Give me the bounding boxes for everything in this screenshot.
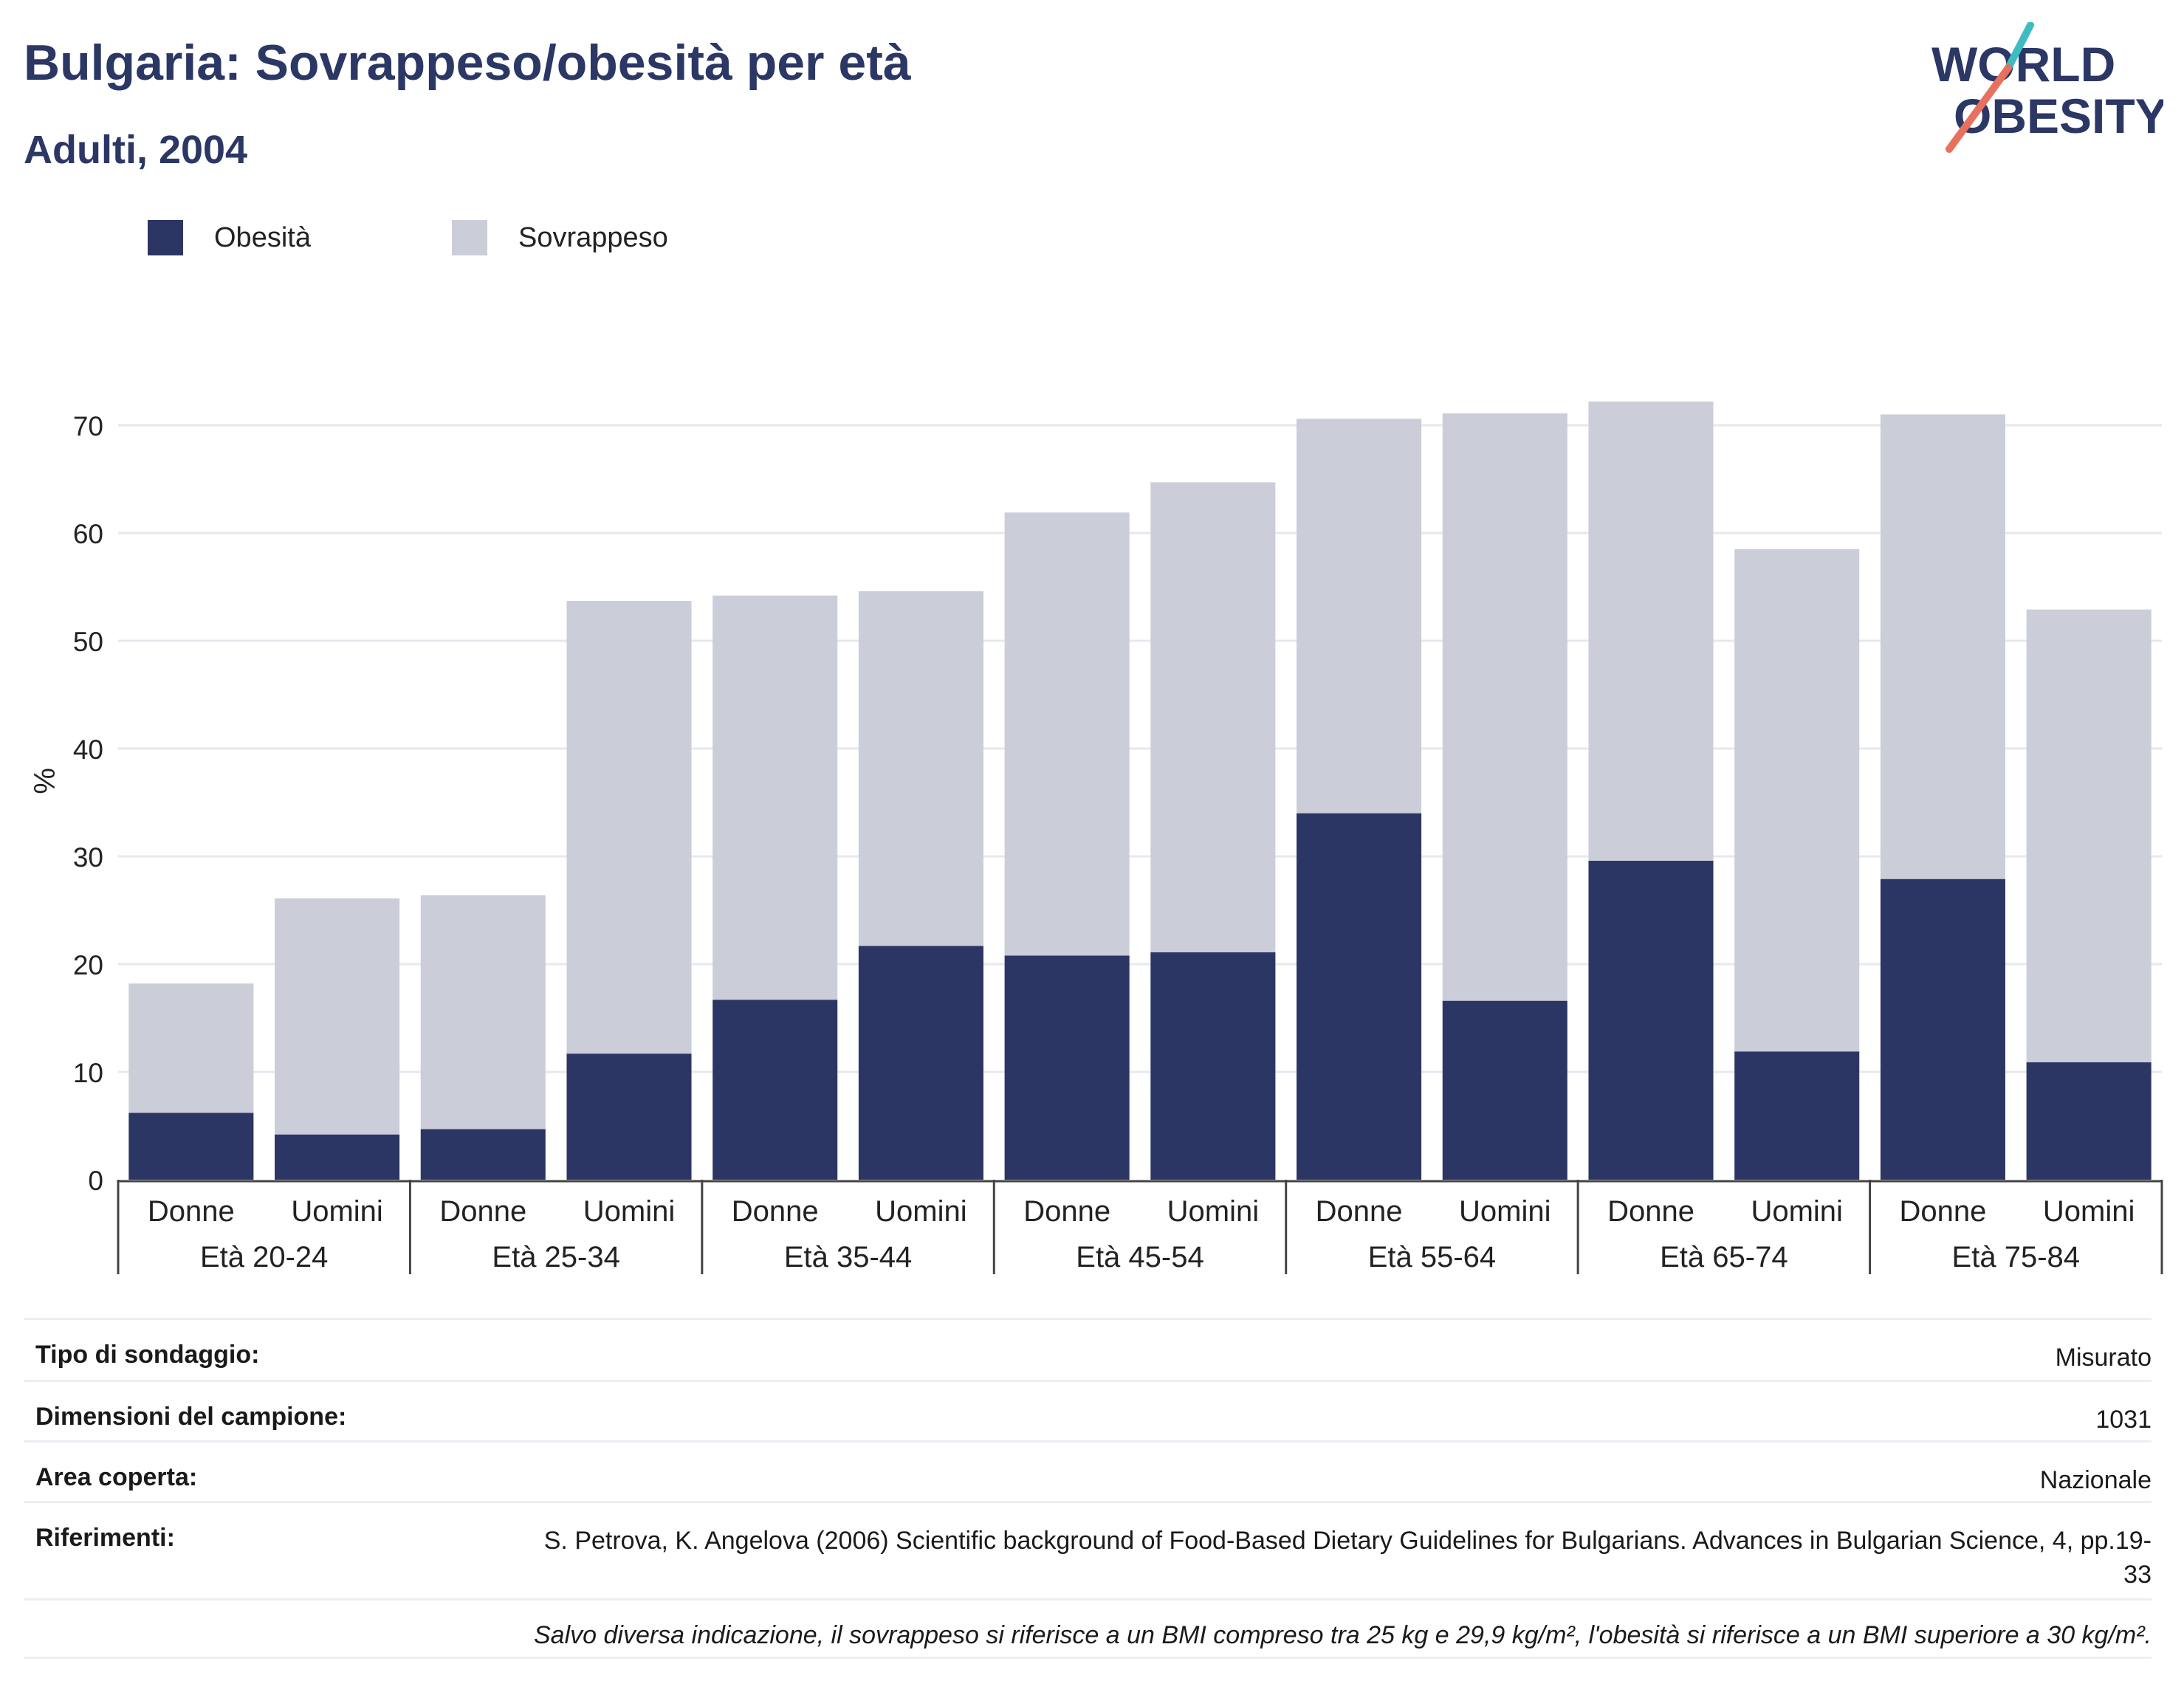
x-group-label: Età 55-64 [1368, 1241, 1496, 1273]
info-row-area: Area coperta: Nazionale [24, 1440, 2152, 1501]
info-value: Misurato [2055, 1344, 2152, 1372]
world-obesity-logo: WORLD OBESITY [1931, 22, 2163, 153]
bar-obesity [1588, 860, 1714, 1180]
info-key: Riferimenti: [35, 1524, 175, 1552]
x-tick-sex-label: Donne [732, 1195, 819, 1228]
bar-overweight [1442, 413, 1567, 1001]
chart-title: Bulgaria: Sovrappeso/obesità per età [24, 35, 911, 91]
bar-obesity [128, 1113, 254, 1180]
x-tick-sex-label: Donne [1607, 1195, 1694, 1228]
info-table: Tipo di sondaggio: Misurato Dimensioni d… [24, 1318, 2152, 1659]
logo-coral-slash [1946, 64, 2012, 153]
info-row-survey-type: Tipo di sondaggio: Misurato [24, 1318, 2152, 1380]
info-row-references: Riferimenti: S. Petrova, K. Angelova (20… [24, 1501, 2152, 1598]
x-tick-sex-label: Donne [148, 1195, 235, 1228]
legend-item-obesity: Obesità [148, 220, 311, 255]
x-tick-sex-label: Uomini [1751, 1195, 1842, 1228]
y-tick-label: 60 [73, 519, 103, 549]
bar-obesity [1442, 1000, 1567, 1180]
info-key: Area coperta: [35, 1463, 198, 1491]
legend-swatch-obesity [148, 220, 183, 255]
y-tick-label: 10 [73, 1058, 103, 1088]
bar-overweight [712, 595, 838, 1000]
y-tick-label: 20 [73, 950, 103, 980]
bar-overweight [275, 898, 400, 1135]
x-tick-sex-label: Donne [1023, 1195, 1110, 1228]
bar-obesity [2026, 1062, 2152, 1180]
legend-swatch-overweight [452, 220, 487, 255]
y-tick-label: 40 [73, 735, 103, 765]
x-tick-sex-label: Donne [439, 1195, 526, 1228]
info-value: S. Petrova, K. Angelova (2006) Scientifi… [543, 1527, 2152, 1589]
bar-overweight [420, 895, 546, 1130]
bar-overweight [1150, 482, 1276, 952]
legend-label-overweight: Sovrappeso [518, 221, 668, 253]
bar-obesity [1880, 879, 2005, 1180]
x-tick-sex-label: Donne [1316, 1195, 1403, 1228]
y-tick-label: 30 [73, 842, 103, 873]
x-group-label: Età 25-34 [492, 1241, 619, 1273]
info-row-sample-size: Dimensioni del campione: 1031 [24, 1380, 2152, 1440]
x-group-label: Età 65-74 [1660, 1241, 1788, 1273]
bar-obesity [275, 1134, 400, 1180]
bar-obesity [1297, 813, 1422, 1180]
x-tick-sex-label: Donne [1899, 1195, 1986, 1228]
info-key: Tipo di sondaggio: [35, 1341, 260, 1369]
bar-obesity [1734, 1051, 1860, 1180]
bar-overweight [1734, 549, 1860, 1052]
x-group-label: Età 45-54 [1076, 1241, 1203, 1273]
bar-overweight [1880, 414, 2005, 879]
footnote: Salvo diversa indicazione, il sovrappeso… [24, 1598, 2152, 1659]
bar-overweight [1588, 401, 1714, 861]
bar-overweight [1297, 419, 1422, 814]
bar-obesity [420, 1129, 546, 1180]
bar-obesity [712, 1000, 838, 1180]
y-tick-label: 0 [88, 1166, 103, 1196]
y-tick-label: 70 [73, 411, 103, 441]
bar-overweight [128, 983, 254, 1113]
y-axis-label: % [29, 768, 61, 794]
x-group-label: Età 75-84 [1952, 1241, 2080, 1273]
info-key: Dimensioni del campione: [35, 1403, 347, 1431]
bar-obesity [566, 1053, 692, 1180]
bar-obesity [1150, 952, 1276, 1180]
bar-obesity [1004, 955, 1130, 1180]
bar-obesity [858, 946, 983, 1180]
legend-label-obesity: Obesità [214, 221, 311, 253]
info-value: 1031 [2095, 1406, 2152, 1434]
x-tick-sex-label: Uomini [875, 1195, 966, 1228]
bar-chart: 0 10 20 30 40 50 60 70% Donne Uomini Donne Uomini Do… [29, 401, 2163, 1274]
bar-overweight [1004, 512, 1130, 956]
x-tick-sex-label: Uomini [1167, 1195, 1259, 1228]
bar-overweight [566, 600, 692, 1054]
bar-overweight [858, 591, 983, 946]
logo-teal-slash [2005, 22, 2034, 72]
x-group-label: Età 35-44 [784, 1241, 912, 1273]
bar-overweight [2026, 609, 2152, 1062]
x-group-label: Età 20-24 [200, 1241, 328, 1273]
x-tick-sex-label: Uomini [583, 1195, 675, 1228]
x-tick-sex-label: Uomini [1459, 1195, 1551, 1228]
y-tick-label: 50 [73, 627, 103, 657]
chart-subtitle: Adulti, 2004 [24, 128, 248, 172]
x-tick-sex-label: Uomini [2043, 1195, 2135, 1228]
x-tick-sex-label: Uomini [291, 1195, 382, 1228]
legend-item-overweight: Sovrappeso [452, 220, 668, 255]
info-value: Nazionale [2039, 1466, 2152, 1494]
